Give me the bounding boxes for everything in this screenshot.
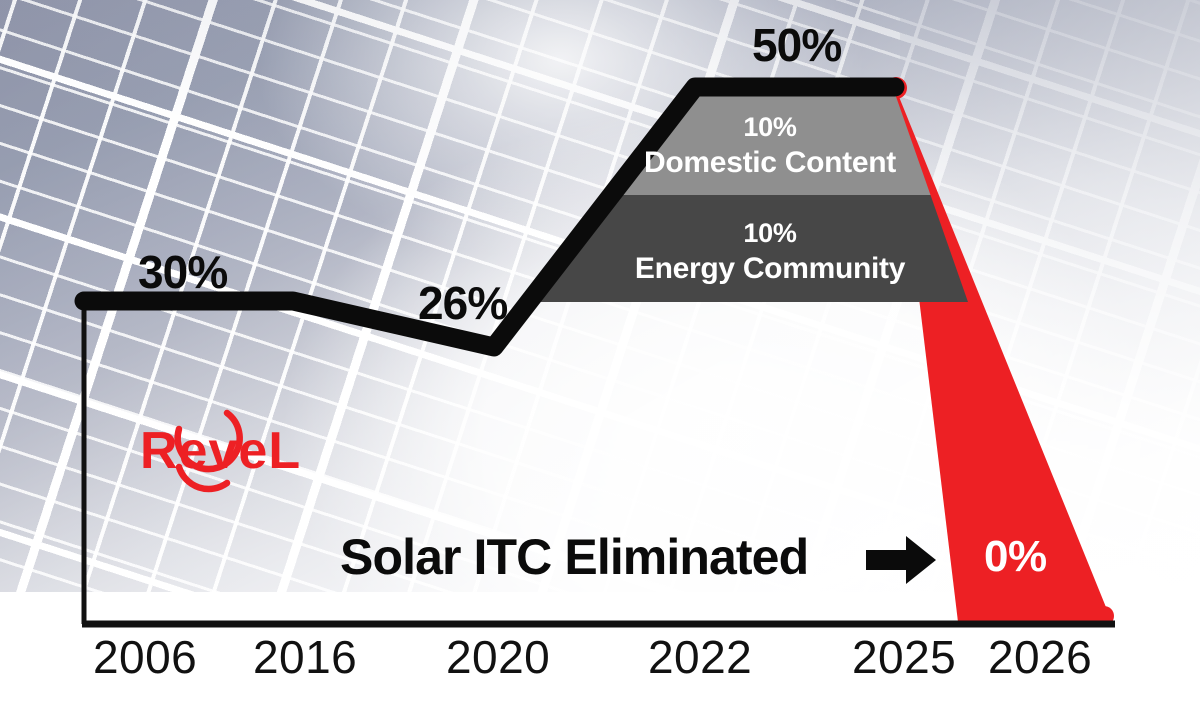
year-tick-2006: 2006: [93, 631, 198, 683]
year-tick-2016: 2016: [253, 631, 358, 683]
revel-ring-top-arc: [174, 409, 243, 473]
year-tick-2022: 2022: [648, 631, 753, 683]
arrow-right-icon: [866, 536, 936, 584]
label-26-percent: 26%: [418, 277, 508, 329]
band-domestic-content-label: Domestic Content: [644, 146, 896, 179]
label-50-percent: 50%: [752, 19, 842, 71]
revel-logo: ReveL: [140, 409, 301, 493]
band-energy-community-label: Energy Community: [634, 252, 906, 285]
red-elimination-wedge: [893, 82, 1112, 622]
year-tick-2026: 2026: [988, 631, 1093, 683]
itc-rate-line: [74, 77, 905, 357]
revel-ring-bottom-arc: [175, 463, 231, 493]
revel-wordmark: ReveL: [140, 422, 301, 480]
solar-itc-eliminated-headline: Solar ITC Eliminated: [340, 529, 809, 585]
label-30-percent: 30%: [138, 246, 228, 298]
year-tick-2025: 2025: [852, 631, 957, 683]
label-0-percent: 0%: [984, 532, 1047, 581]
year-tick-2020: 2020: [446, 631, 551, 683]
band-domestic-content-percent: 10%: [743, 112, 797, 142]
band-energy-community-percent: 10%: [743, 218, 797, 248]
x-axis-year-labels: 2006 2016 2020 2022 2025 2026: [0, 630, 1200, 688]
